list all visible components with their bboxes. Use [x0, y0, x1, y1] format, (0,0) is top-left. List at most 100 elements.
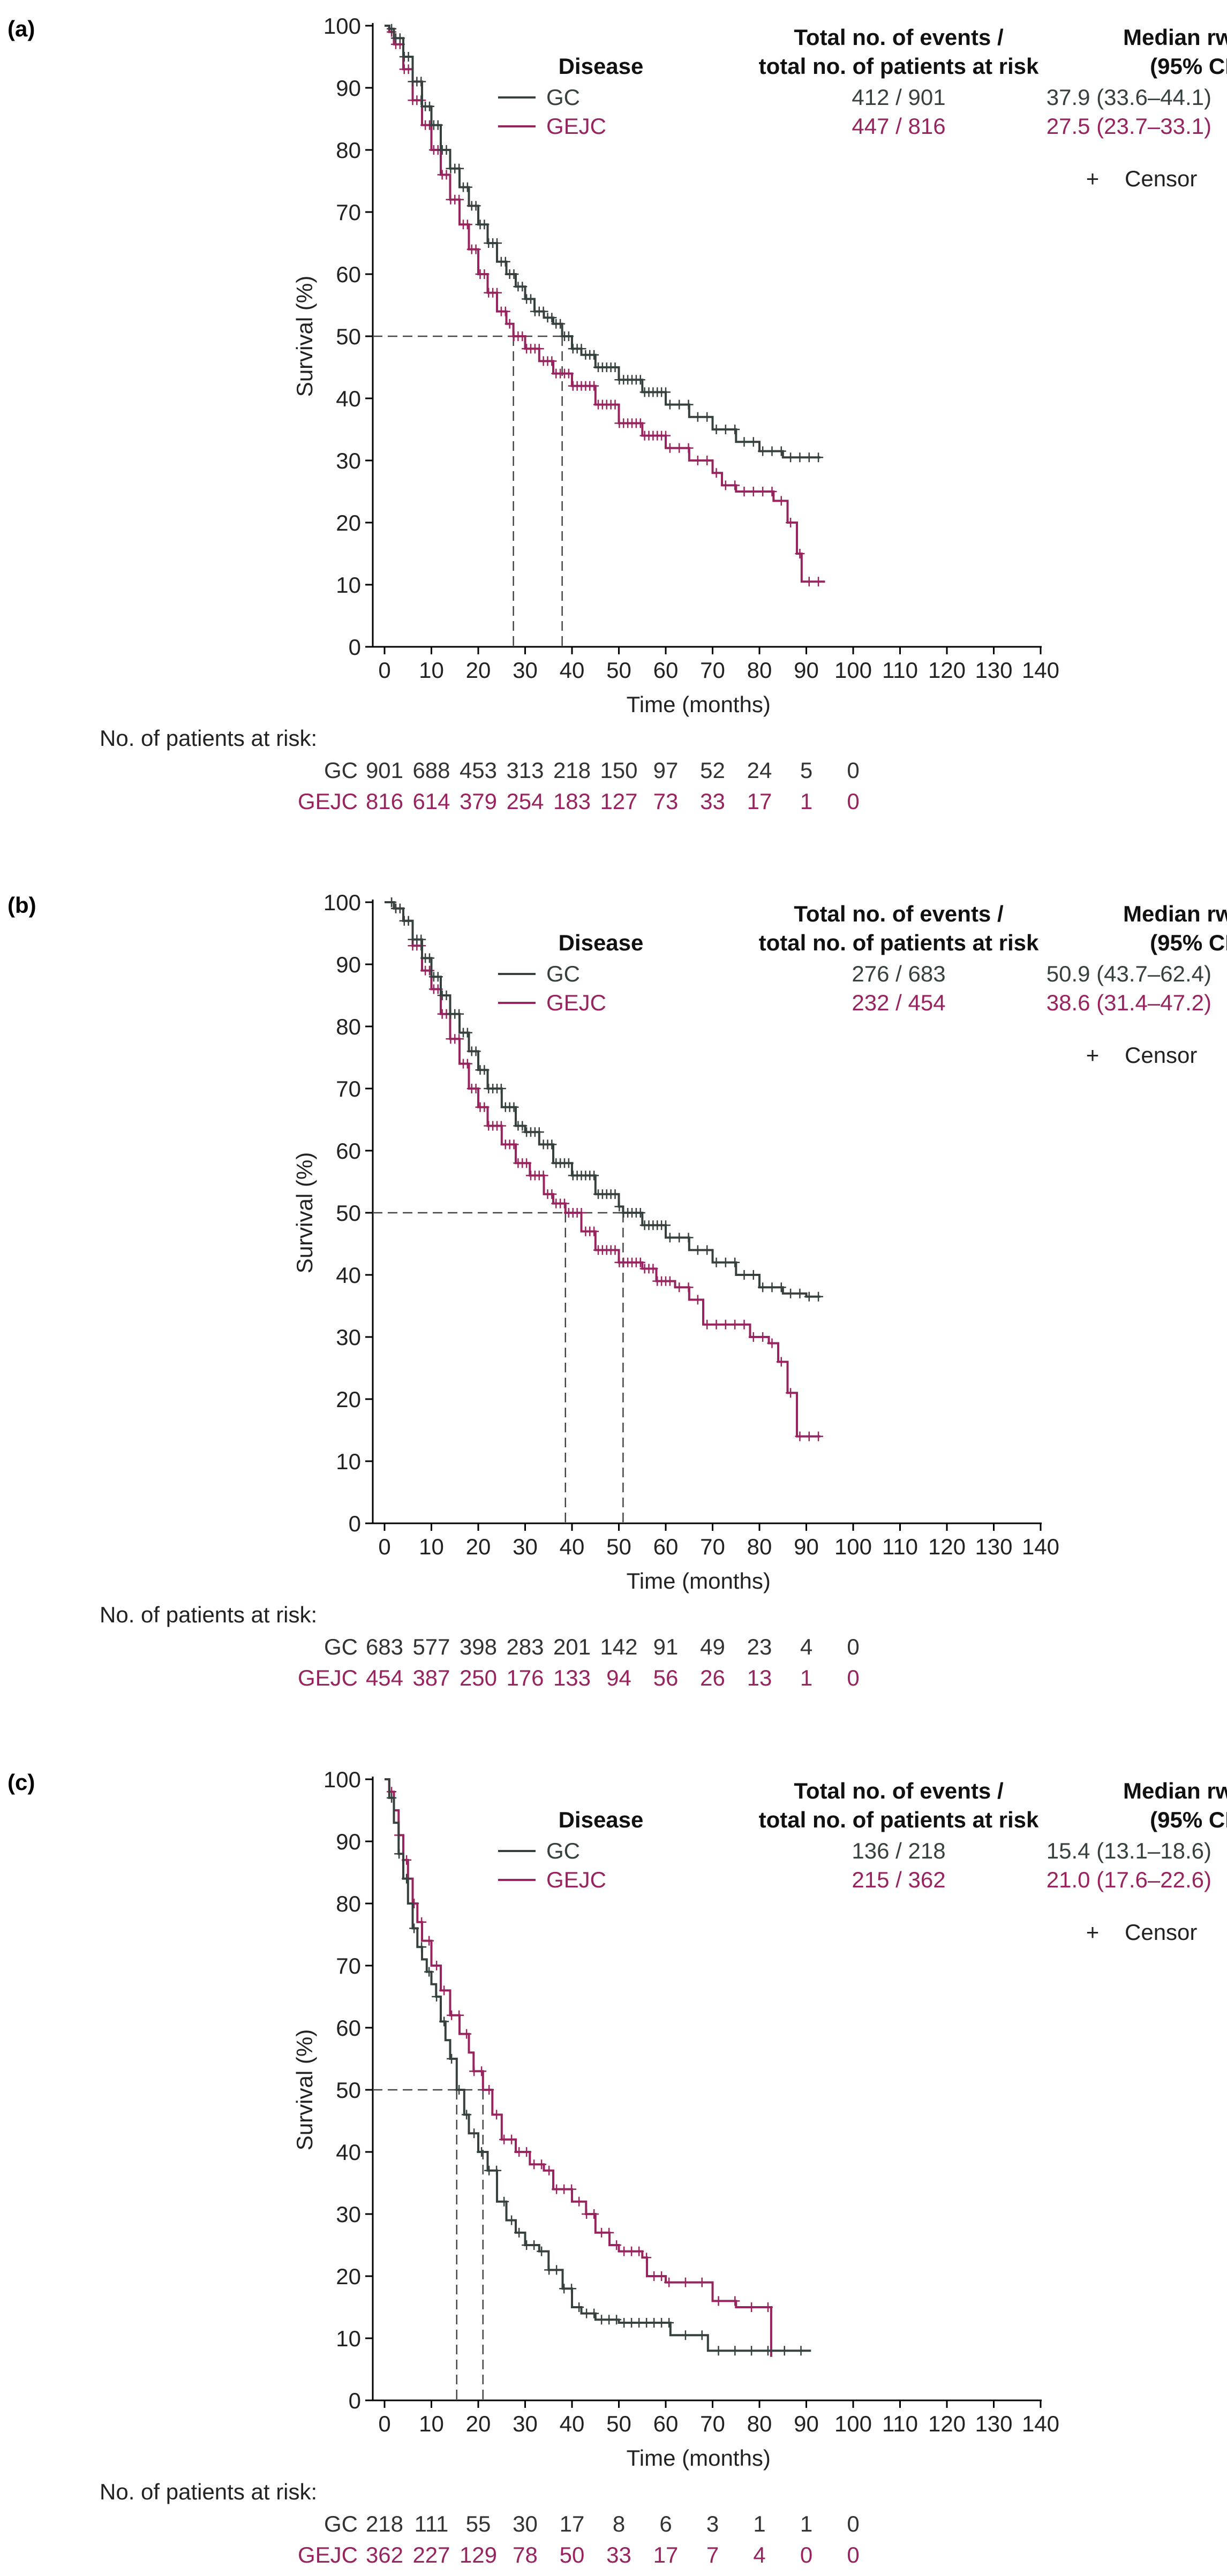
censor-mark: [479, 1102, 490, 1112]
risk-value: 78: [513, 2542, 538, 2567]
risk-value: 129: [460, 2542, 497, 2567]
risk-value: 218: [366, 2511, 403, 2536]
legend-median-header: (95% CI): [1150, 1807, 1227, 1832]
censor-mark: [702, 456, 712, 465]
x-tick-label: 110: [882, 1534, 918, 1559]
legend-median-value: 50.9 (43.7–62.4): [1047, 961, 1211, 986]
y-tick-label: 50: [336, 324, 361, 349]
censor-mark: [604, 2227, 614, 2238]
risk-value: 3: [706, 2511, 719, 2536]
x-tick-label: 60: [653, 2411, 679, 2436]
censor-mark: [522, 1158, 532, 1168]
risk-row-label: GC: [324, 1634, 358, 1659]
legend-median-header: Median rwOS: [1123, 901, 1227, 926]
risk-value: 33: [606, 2542, 631, 2567]
x-tick-label: 100: [834, 658, 872, 683]
risk-value: 454: [366, 1665, 403, 1690]
censor-mark: [416, 77, 426, 87]
legend-events-header: total no. of patients at risk: [759, 54, 1039, 79]
y-tick-label: 60: [336, 1138, 361, 1164]
x-tick-label: 120: [928, 658, 966, 683]
censor-mark: [767, 1338, 777, 1348]
y-axis-title: Survival (%): [292, 276, 317, 397]
censor-mark: [507, 2215, 517, 2225]
censor-mark: [425, 953, 434, 963]
y-tick-label: 40: [336, 1263, 361, 1288]
y-tick-label: 70: [336, 200, 361, 225]
risk-value: 313: [506, 758, 544, 783]
censor-mark: [711, 1319, 721, 1329]
censor-legend-symbol: +: [1086, 1043, 1100, 1068]
censor-mark: [471, 1084, 481, 1093]
censor-mark: [417, 1942, 427, 1952]
censor-mark: [500, 256, 510, 267]
survival-curve-gejc: [385, 901, 820, 1438]
censor-mark: [748, 487, 758, 496]
censor-mark: [462, 220, 472, 230]
risk-value: 453: [460, 758, 497, 783]
censor-mark: [748, 437, 758, 447]
censor-mark: [509, 269, 519, 279]
censor-mark: [635, 375, 645, 385]
censor-mark: [454, 163, 464, 173]
censor-mark: [614, 1202, 624, 1212]
censor-mark: [713, 2296, 724, 2306]
censor-mark: [730, 425, 740, 434]
censor-mark: [395, 33, 405, 43]
x-tick-label: 40: [560, 2411, 585, 2436]
x-tick-label: 80: [747, 1534, 772, 1559]
legend-series-name: GEJC: [546, 114, 606, 139]
legend-series-name: GC: [546, 85, 580, 110]
legend-series-name: GC: [546, 1838, 580, 1863]
censor-mark: [739, 1319, 749, 1329]
risk-value: 183: [553, 789, 591, 814]
x-tick-label: 50: [606, 1534, 631, 1559]
x-tick-label: 50: [606, 658, 631, 683]
risk-table-title: No. of patients at risk:: [100, 1602, 317, 1627]
censor-mark: [537, 2159, 547, 2170]
y-tick-label: 20: [336, 510, 361, 535]
censor-mark: [416, 934, 426, 945]
x-tick-label: 120: [928, 2411, 966, 2436]
risk-table-title: No. of patients at risk:: [100, 726, 317, 751]
censor-mark: [454, 194, 464, 205]
y-tick-label: 100: [323, 890, 361, 915]
risk-value: 4: [753, 2542, 765, 2567]
risk-value: 23: [747, 1634, 772, 1659]
x-tick-label: 110: [882, 2411, 918, 2436]
censor-mark: [425, 965, 434, 976]
censor-mark: [711, 468, 721, 478]
censor-mark: [634, 2246, 644, 2256]
censor-mark: [555, 319, 566, 329]
censor-mark: [730, 2346, 740, 2356]
censor-mark: [589, 381, 599, 391]
y-tick-label: 0: [349, 1511, 361, 1536]
legend-disease-header: Disease: [559, 1807, 644, 1832]
censor-mark: [610, 1189, 620, 1199]
censor-mark: [665, 443, 675, 453]
censor-mark: [387, 1793, 397, 1803]
legend-events-value: 232 / 454: [852, 990, 945, 1015]
y-tick-label: 50: [336, 1200, 361, 1226]
legend-events-value: 136 / 218: [852, 1838, 945, 1863]
censor-mark: [776, 1282, 786, 1293]
risk-value: 24: [747, 758, 772, 783]
censor-mark: [720, 1257, 731, 1267]
risk-value: 816: [366, 789, 403, 814]
survival-curve-gejc: [385, 25, 825, 583]
censor-mark: [747, 2346, 757, 2356]
censor-mark: [758, 1282, 768, 1293]
censor-mark: [692, 412, 703, 422]
censor-mark: [576, 344, 586, 354]
censor-mark: [680, 2277, 690, 2287]
risk-value: 97: [653, 758, 679, 783]
censor-mark: [664, 2318, 674, 2328]
risk-value: 201: [553, 1634, 591, 1659]
risk-value: 17: [653, 2542, 679, 2567]
censor-legend-label: Censor: [1125, 1920, 1197, 1945]
x-tick-label: 10: [419, 1534, 444, 1559]
censor-mark: [462, 1028, 472, 1038]
censor-mark: [471, 201, 481, 211]
y-tick-label: 20: [336, 2264, 361, 2289]
